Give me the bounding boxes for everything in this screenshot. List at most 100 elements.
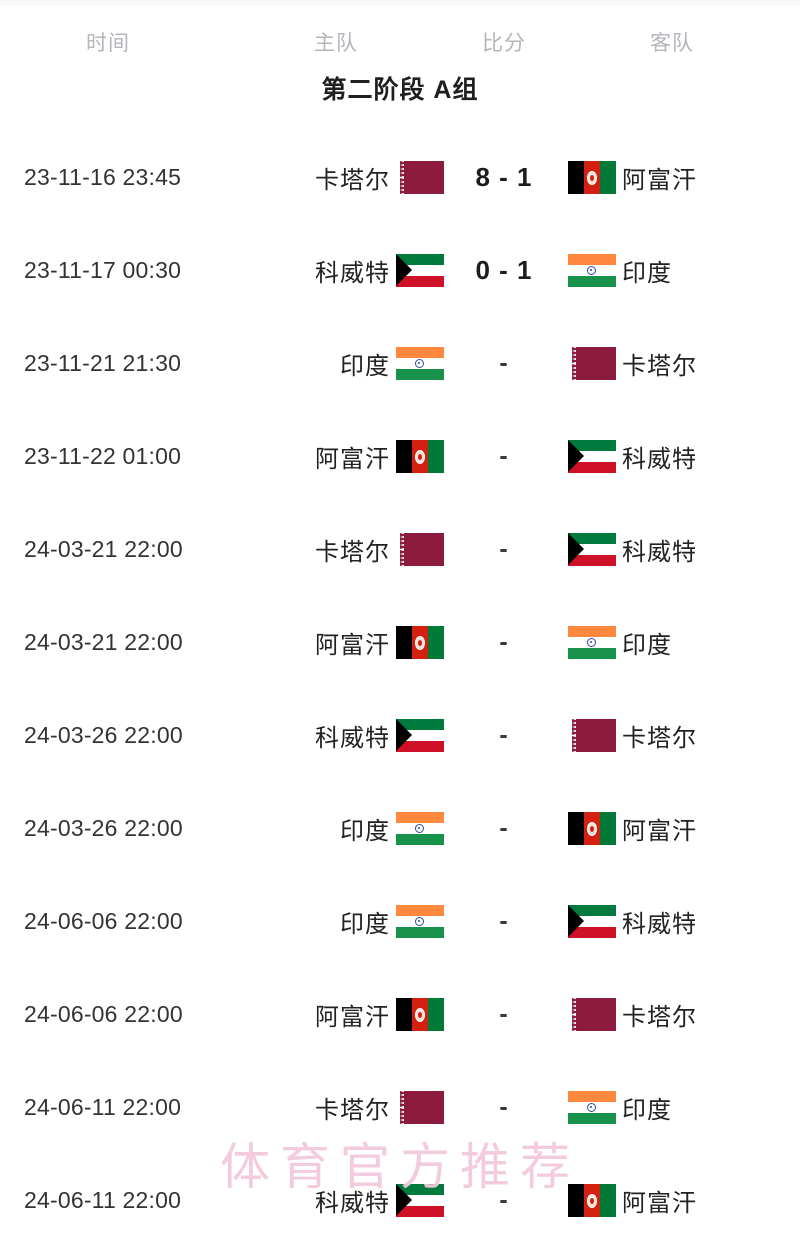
away-team-flag-cell [558,503,616,596]
away-team-flag-cell [558,782,616,875]
match-score-pending: - [499,814,509,842]
match-row[interactable]: 24-06-06 22:00 阿富汗 - 卡塔尔 [0,968,800,1061]
away-team-flag-cell [558,968,616,1061]
match-score-pending: - [499,535,509,563]
kuwait-flag [396,254,444,287]
away-team-name[interactable]: 科威特 [622,446,697,473]
away-team-flag-cell [558,1061,616,1154]
match-datetime: 23-11-21 21:30 [24,350,182,376]
away-team-flag-cell [558,317,616,410]
home-team-flag-cell [396,875,454,968]
match-datetime: 24-06-06 22:00 [24,908,183,934]
afghanistan-flag [396,998,444,1031]
match-datetime: 24-03-21 22:00 [24,629,183,655]
away-team-name[interactable]: 卡塔尔 [622,1004,697,1031]
home-team-flag-cell [396,596,454,689]
qatar-flag [396,1091,444,1124]
away-team-name[interactable]: 印度 [622,260,672,287]
away-team-flag-cell [558,131,616,224]
top-edge-band [0,0,800,6]
home-team-flag-cell [396,968,454,1061]
match-row[interactable]: 24-06-11 22:00 卡塔尔 - 印度 [0,1061,800,1154]
home-team-flag-cell [396,1061,454,1154]
match-score-pending: - [499,1093,509,1121]
home-team-name[interactable]: 科威特 [315,260,390,287]
home-team-flag-cell [396,689,454,782]
match-datetime: 23-11-16 23:45 [24,164,182,190]
match-datetime: 23-11-17 00:30 [24,257,182,283]
match-row[interactable]: 24-03-26 22:00 科威特 - 卡塔尔 [0,689,800,782]
india-flag [396,812,444,845]
column-header-home: 主队 [314,32,358,55]
afghanistan-flag [396,626,444,659]
column-header-score: 比分 [482,32,526,55]
match-score-pending: - [499,1186,509,1214]
india-flag [568,1091,616,1124]
kuwait-flag [568,440,616,473]
home-team-flag-cell [396,131,454,224]
home-team-flag-cell [396,1154,454,1247]
home-team-name[interactable]: 阿富汗 [315,1004,390,1031]
away-team-name[interactable]: 阿富汗 [622,1190,697,1217]
match-row[interactable]: 24-03-26 22:00 印度 - 阿富汗 [0,782,800,875]
column-header-time: 时间 [86,32,130,55]
home-team-name[interactable]: 印度 [340,818,390,845]
home-team-name[interactable]: 印度 [340,911,390,938]
match-row[interactable]: 24-06-11 22:00 科威特 - 阿富汗 [0,1154,800,1247]
away-team-flag-cell [558,689,616,782]
home-team-name[interactable]: 科威特 [315,725,390,752]
match-row[interactable]: 23-11-21 21:30 印度 - 卡塔尔 [0,317,800,410]
match-datetime: 24-06-06 22:00 [24,1001,183,1027]
match-list: 23-11-16 23:45 卡塔尔 8 - 1 阿富汗 23-11-17 00:30 科… [0,131,800,1247]
qatar-flag [396,161,444,194]
qatar-flag [396,533,444,566]
match-row[interactable]: 24-06-06 22:00 印度 - 科威特 [0,875,800,968]
india-flag [396,905,444,938]
match-datetime: 23-11-22 01:00 [24,443,182,469]
away-team-name[interactable]: 印度 [622,1097,672,1124]
qatar-flag [568,998,616,1031]
away-team-name[interactable]: 科威特 [622,539,697,566]
home-team-name[interactable]: 卡塔尔 [315,1097,390,1124]
afghanistan-flag [568,161,616,194]
match-score-pending: - [499,721,509,749]
home-team-flag-cell [396,317,454,410]
match-row[interactable]: 23-11-22 01:00 阿富汗 - 科威特 [0,410,800,503]
india-flag [568,254,616,287]
home-team-name[interactable]: 科威特 [315,1190,390,1217]
match-row[interactable]: 24-03-21 22:00 卡塔尔 - 科威特 [0,503,800,596]
match-datetime: 24-03-21 22:00 [24,536,183,562]
match-datetime: 24-06-11 22:00 [24,1094,182,1120]
away-team-name[interactable]: 卡塔尔 [622,725,697,752]
away-team-flag-cell [558,410,616,503]
qatar-flag [568,347,616,380]
match-score: 0 - 1 [475,255,533,285]
away-team-name[interactable]: 印度 [622,632,672,659]
away-team-name[interactable]: 阿富汗 [622,167,697,194]
away-team-name[interactable]: 卡塔尔 [622,353,697,380]
match-row[interactable]: 23-11-16 23:45 卡塔尔 8 - 1 阿富汗 [0,131,800,224]
match-score-pending: - [499,349,509,377]
kuwait-flag [396,1184,444,1217]
home-team-name[interactable]: 印度 [340,353,390,380]
kuwait-flag [568,905,616,938]
home-team-name[interactable]: 卡塔尔 [315,539,390,566]
home-team-flag-cell [396,503,454,596]
match-score-pending: - [499,628,509,656]
match-row[interactable]: 24-03-21 22:00 阿富汗 - 印度 [0,596,800,689]
away-team-name[interactable]: 科威特 [622,911,697,938]
match-score-pending: - [499,1000,509,1028]
afghanistan-flag [568,812,616,845]
afghanistan-flag [396,440,444,473]
match-row[interactable]: 23-11-17 00:30 科威特 0 - 1 印度 [0,224,800,317]
home-team-name[interactable]: 阿富汗 [315,632,390,659]
away-team-flag-cell [558,596,616,689]
column-header-row: 时间 主队 比分 客队 [0,26,800,62]
away-team-name[interactable]: 阿富汗 [622,818,697,845]
home-team-name[interactable]: 卡塔尔 [315,167,390,194]
match-datetime: 24-03-26 22:00 [24,815,183,841]
india-flag [568,626,616,659]
home-team-name[interactable]: 阿富汗 [315,446,390,473]
away-team-flag-cell [558,875,616,968]
